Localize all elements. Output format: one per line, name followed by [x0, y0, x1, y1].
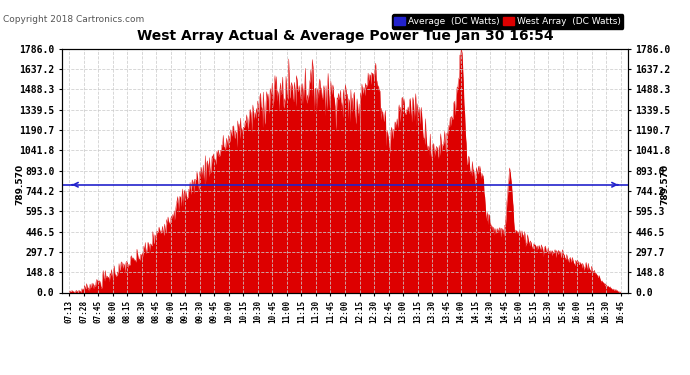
Text: Copyright 2018 Cartronics.com: Copyright 2018 Cartronics.com: [3, 15, 145, 24]
Title: West Array Actual & Average Power Tue Jan 30 16:54: West Array Actual & Average Power Tue Ja…: [137, 29, 553, 44]
Text: 789.570: 789.570: [660, 164, 669, 205]
Text: 789.570: 789.570: [15, 164, 24, 205]
Legend: Average  (DC Watts), West Array  (DC Watts): Average (DC Watts), West Array (DC Watts…: [392, 14, 623, 28]
